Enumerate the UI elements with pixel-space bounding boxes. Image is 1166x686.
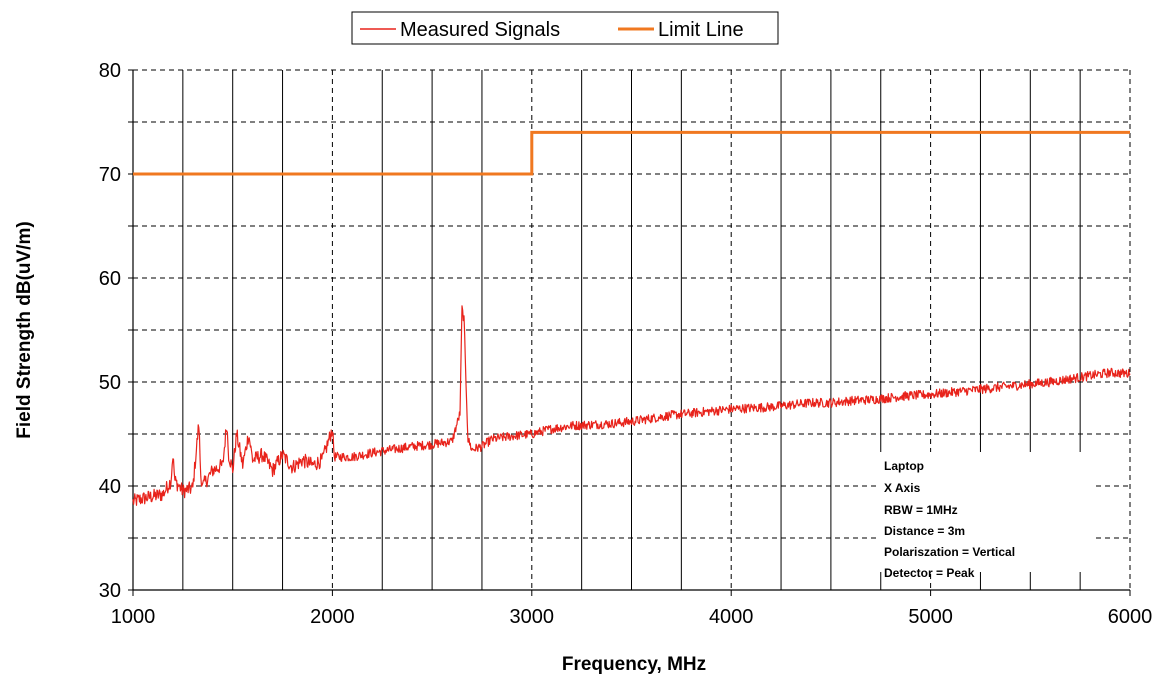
- x-tick-label: 3000: [510, 606, 555, 628]
- series-line-measured-signals: [132, 305, 1131, 506]
- grid-lines: [133, 69, 1131, 590]
- annotation-line: RBW = 1MHz: [884, 503, 958, 517]
- legend-box: [351, 11, 779, 45]
- x-axis-title: Frequency, MHz: [562, 654, 706, 675]
- y-tick-label: 50: [99, 372, 121, 394]
- annotation-line: Polariszation = Vertical: [884, 545, 1015, 559]
- legend-label-limit: Limit Line: [658, 19, 744, 41]
- series-line-limit-line: [133, 130, 1130, 176]
- x-tick-label: 2000: [310, 606, 355, 628]
- y-tick-label: 60: [99, 268, 121, 290]
- annotation-line: Distance = 3m: [884, 524, 965, 538]
- x-tick-label: 5000: [908, 606, 953, 628]
- x-tick-label: 4000: [709, 606, 754, 628]
- y-tick-label: 40: [99, 476, 121, 498]
- annotation-line: Laptop: [884, 459, 924, 473]
- y-tick-label: 80: [99, 60, 121, 82]
- legend-label-measured: Measured Signals: [400, 19, 560, 41]
- legend: Measured Signals Limit Line: [351, 11, 779, 45]
- annotation-background: [878, 452, 1094, 572]
- tick-labels: 1000 2000 3000 4000 5000 6000 30 40 50 60 70 80: [99, 60, 1153, 628]
- series-lines: [132, 130, 1131, 506]
- y-tick-label: 70: [99, 164, 121, 186]
- annotation-line: Detector = Peak: [884, 566, 975, 580]
- annotation-line: X Axis: [884, 481, 921, 495]
- annotation-box: Laptop X Axis RBW = 1MHz Distance = 3m P…: [878, 452, 1094, 580]
- y-axis-title: Field Strength dB(uV/m): [14, 221, 35, 438]
- y-tick-label: 30: [99, 580, 121, 602]
- x-tick-label: 1000: [111, 606, 156, 628]
- x-tick-label: 6000: [1108, 606, 1153, 628]
